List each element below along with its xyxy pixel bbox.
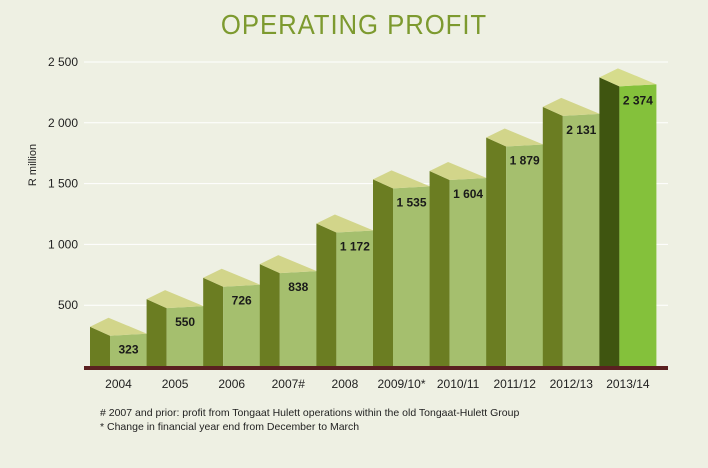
bar-top xyxy=(259,255,317,274)
x-tick-label: 2007# xyxy=(272,377,306,391)
bar-side xyxy=(542,106,563,367)
x-axis-baseline xyxy=(84,366,668,370)
bar: 726 xyxy=(203,268,261,366)
bar: 550 xyxy=(146,290,204,366)
bar-front xyxy=(110,333,147,366)
x-tick-label: 2010/11 xyxy=(437,377,480,391)
x-tick-label: 2011/12 xyxy=(493,377,536,391)
bar-top xyxy=(486,128,544,147)
y-tick-label: 2 000 xyxy=(48,116,78,130)
bar: 1 604 xyxy=(429,161,487,366)
bar: 2 374 xyxy=(599,68,657,367)
bar-value-label: 2 374 xyxy=(623,93,653,107)
x-tick-label: 2009/10* xyxy=(377,377,425,391)
bar-top xyxy=(203,268,261,287)
bar: 323 xyxy=(90,317,147,366)
bar-top xyxy=(429,161,487,180)
y-tick-label: 500 xyxy=(58,298,78,312)
bar-front xyxy=(506,144,544,366)
bar-front xyxy=(562,113,600,367)
footnote-2007: # 2007 and prior: profit from Tongaat Hu… xyxy=(100,407,520,419)
bar-value-label: 550 xyxy=(175,315,195,329)
x-tick-label: 2008 xyxy=(332,377,359,391)
bar-front xyxy=(449,177,487,366)
bar-top xyxy=(542,97,600,116)
bar-side xyxy=(599,77,620,367)
bar-front xyxy=(166,306,204,366)
bar: 1 879 xyxy=(486,128,544,366)
bar-front xyxy=(223,284,261,366)
bar-value-label: 1 604 xyxy=(453,187,483,201)
bar: 1 172 xyxy=(316,214,374,366)
bar-top xyxy=(599,68,657,87)
bar-top xyxy=(146,290,204,309)
x-tick-label: 2005 xyxy=(162,377,189,391)
bar-side xyxy=(486,137,507,366)
y-tick-label: 1 000 xyxy=(48,237,78,251)
bar: 838 xyxy=(259,255,317,366)
y-tick-label: 1 500 xyxy=(48,177,78,191)
bar-value-label: 1 172 xyxy=(340,239,370,253)
bar-top xyxy=(373,170,430,189)
chart-title: OPERATING PROFIT xyxy=(220,9,488,40)
x-tick-label: 2012/13 xyxy=(550,377,594,391)
bar-side xyxy=(203,277,224,366)
bar: 2 131 xyxy=(542,97,600,367)
bar-value-label: 1 535 xyxy=(396,195,426,209)
y-tick-label: 2 500 xyxy=(48,55,78,69)
bar-front xyxy=(279,271,317,366)
x-tick-label: 2004 xyxy=(105,377,132,391)
bar-value-label: 838 xyxy=(288,280,308,294)
bar-value-label: 2 131 xyxy=(566,123,596,137)
bar-value-label: 726 xyxy=(232,294,252,308)
bar-side xyxy=(373,179,393,366)
bar-front xyxy=(619,84,657,367)
bar-front xyxy=(393,186,430,366)
bar-side xyxy=(316,223,337,366)
bar-value-label: 323 xyxy=(118,343,138,357)
bar-side xyxy=(429,170,450,366)
bar-top xyxy=(90,317,147,336)
bar-side xyxy=(259,264,280,366)
bar-front xyxy=(336,230,374,366)
footnote-year-end: * Change in financial year end from Dece… xyxy=(100,421,360,433)
bar: 1 535 xyxy=(373,170,430,366)
bar-value-label: 1 879 xyxy=(510,154,540,168)
x-tick-label: 2013/14 xyxy=(606,377,650,391)
bar-side xyxy=(146,299,167,366)
bar-side xyxy=(90,326,110,366)
x-tick-label: 2006 xyxy=(218,377,245,391)
y-axis-label: R million xyxy=(27,144,39,186)
bar-top xyxy=(316,214,374,233)
